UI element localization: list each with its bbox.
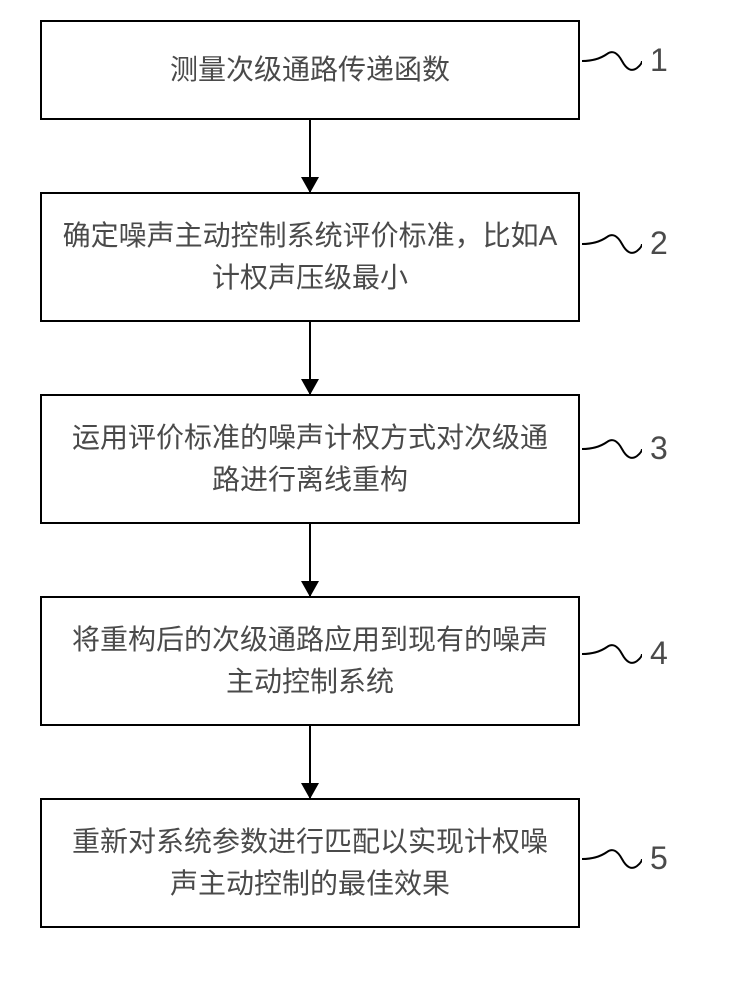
flow-step-2-text: 确定噪声主动控制系统评价标准，比如A计权声压级最小 (62, 215, 558, 299)
flow-step-1: 测量次级通路传递函数 (40, 20, 580, 120)
step-number-4: 4 (650, 635, 668, 672)
step-number-1: 1 (650, 42, 668, 79)
arrow-4 (40, 726, 580, 798)
flow-step-4-text: 将重构后的次级通路应用到现有的噪声主动控制系统 (62, 619, 558, 703)
flow-step-4: 将重构后的次级通路应用到现有的噪声主动控制系统 (40, 596, 580, 726)
arrow-1 (40, 120, 580, 192)
flow-step-3-text: 运用评价标准的噪声计权方式对次级通路进行离线重构 (62, 417, 558, 501)
step-label-2: 2 (582, 225, 668, 262)
arrow-2 (40, 322, 580, 394)
curve-connector-icon (582, 229, 642, 259)
step-number-2: 2 (650, 225, 668, 262)
curve-connector-icon (582, 639, 642, 669)
step-label-5: 5 (582, 840, 668, 877)
step-number-3: 3 (650, 430, 668, 467)
flow-step-5-text: 重新对系统参数进行匹配以实现计权噪声主动控制的最佳效果 (62, 821, 558, 905)
step-label-4: 4 (582, 635, 668, 672)
flow-step-2: 确定噪声主动控制系统评价标准，比如A计权声压级最小 (40, 192, 580, 322)
curve-connector-icon (582, 844, 642, 874)
step-label-1: 1 (582, 42, 668, 79)
step-number-5: 5 (650, 840, 668, 877)
flowchart-container: 测量次级通路传递函数 确定噪声主动控制系统评价标准，比如A计权声压级最小 运用评… (40, 20, 660, 928)
flow-step-1-text: 测量次级通路传递函数 (170, 49, 450, 91)
flow-step-3: 运用评价标准的噪声计权方式对次级通路进行离线重构 (40, 394, 580, 524)
arrow-3 (40, 524, 580, 596)
flow-step-5: 重新对系统参数进行匹配以实现计权噪声主动控制的最佳效果 (40, 798, 580, 928)
step-label-3: 3 (582, 430, 668, 467)
curve-connector-icon (582, 434, 642, 464)
curve-connector-icon (582, 46, 642, 76)
